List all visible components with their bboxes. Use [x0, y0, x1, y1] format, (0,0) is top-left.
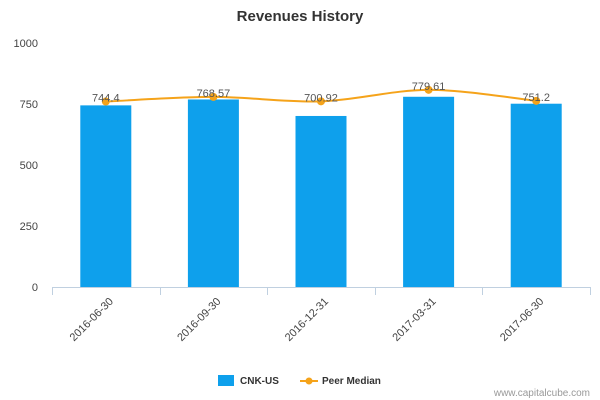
y-tick-label: 0 [32, 282, 38, 294]
x-tick-label: 2016-09-30 [175, 296, 223, 344]
bar-series [80, 96, 562, 288]
x-tick-label: 2017-06-30 [498, 296, 546, 344]
chart-title: Revenues History [237, 8, 364, 25]
bar-cnk-us[interactable] [403, 96, 455, 287]
legend[interactable]: CNK-US Peer Median [218, 375, 381, 387]
bar-value-label: 751.2 [522, 92, 550, 104]
x-tick-label: 2016-12-31 [283, 296, 331, 344]
source-credit[interactable]: www.capitalcube.com [493, 388, 590, 399]
bar-value-label: 768.57 [197, 88, 231, 100]
y-tick-label: 500 [20, 160, 38, 172]
bar-value-label: 700.92 [304, 92, 338, 104]
peer-median-point[interactable] [424, 85, 433, 94]
legend-marker-peer-median [305, 377, 313, 385]
bar-cnk-us[interactable] [510, 103, 562, 287]
bar-cnk-us[interactable] [187, 99, 239, 287]
y-tick-label: 250 [20, 221, 38, 233]
legend-swatch-cnk-us [218, 375, 234, 386]
legend-label-cnk-us: CNK-US [240, 376, 279, 387]
legend-label-peer-median: Peer Median [322, 376, 381, 387]
bar-cnk-us[interactable] [80, 105, 132, 288]
y-tick-label: 750 [20, 99, 38, 111]
x-axis: 2016-06-30 2016-09-30 2016-12-31 2017-03-31… [52, 287, 591, 344]
y-axis: 0 250 500 750 1000 [14, 38, 38, 294]
line-series [101, 85, 541, 106]
bar-value-label: 744.4 [92, 93, 120, 105]
bar-cnk-us[interactable] [295, 115, 347, 287]
y-tick-label: 1000 [14, 38, 38, 50]
x-tick-label: 2016-06-30 [68, 296, 116, 344]
peer-median-point[interactable] [209, 92, 218, 101]
data-labels: 744.4 768.57 700.92 779.61 751.2 [92, 81, 550, 105]
bar-value-label: 779.61 [412, 81, 446, 93]
peer-median-point[interactable] [532, 96, 541, 105]
peer-median-point[interactable] [101, 97, 110, 106]
peer-median-point[interactable] [317, 97, 325, 106]
x-tick-label: 2017-03-31 [390, 296, 438, 344]
